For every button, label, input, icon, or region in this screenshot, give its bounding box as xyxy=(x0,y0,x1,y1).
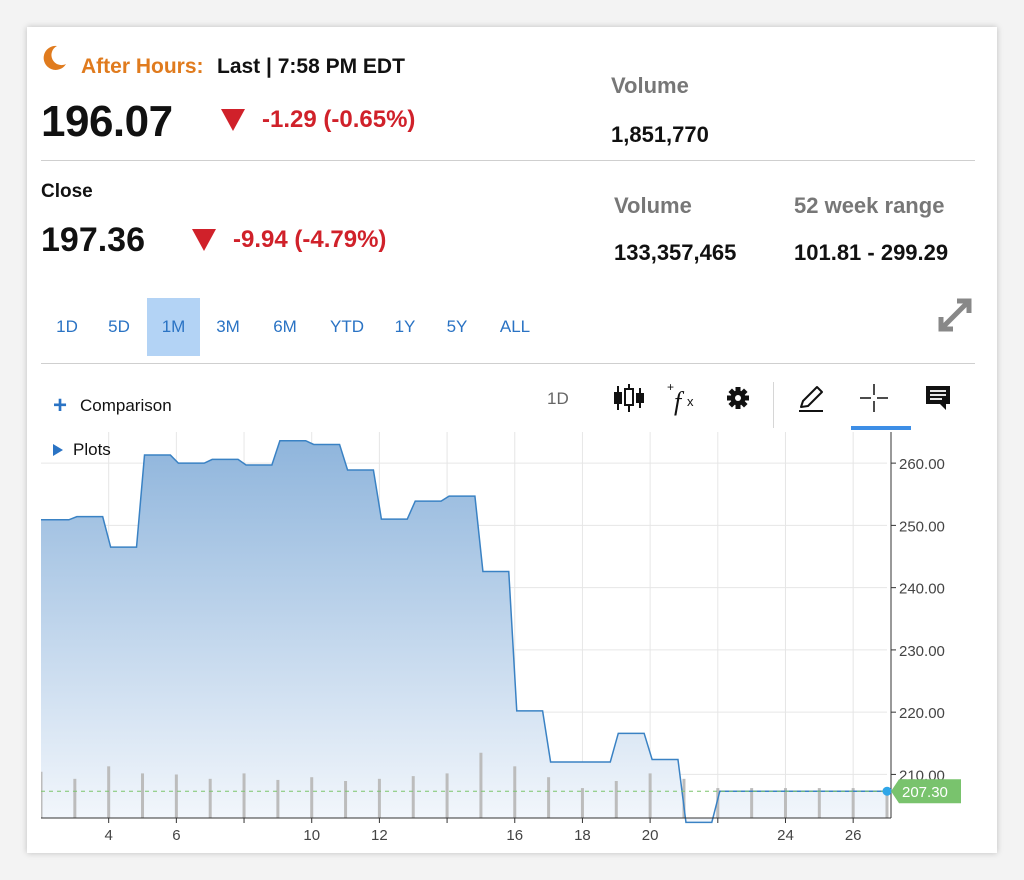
after-hours-label: After Hours: xyxy=(81,55,204,78)
y-tick-label: 260.00 xyxy=(899,456,945,473)
range-1d[interactable]: 1D xyxy=(56,317,78,336)
crosshair-icon[interactable] xyxy=(856,380,892,416)
active-tool-indicator xyxy=(851,426,911,430)
x-tick-label: 12 xyxy=(371,827,388,844)
y-tick-label: 220.00 xyxy=(899,705,945,722)
after-hours-volume-label: Volume xyxy=(611,73,689,98)
toolbar-divider xyxy=(41,363,975,364)
week-range-label: 52 week range xyxy=(794,193,945,218)
x-tick-label: 18 xyxy=(574,827,591,844)
function-icon[interactable]: + f x xyxy=(665,380,701,416)
svg-text:f: f xyxy=(674,387,685,416)
range-1y[interactable]: 1Y xyxy=(394,317,416,336)
close-label: Close xyxy=(41,181,93,202)
section-divider xyxy=(41,160,975,161)
expand-triangle-icon xyxy=(53,444,63,456)
price-line xyxy=(41,439,889,824)
last-price-label: 207.30 xyxy=(902,784,948,801)
comparison-button[interactable]: Comparison xyxy=(80,396,172,415)
last-price-dot xyxy=(882,786,892,796)
x-tick-label: 16 xyxy=(506,827,523,844)
y-tick-label: 240.00 xyxy=(899,581,945,598)
y-tick-label: 250.00 xyxy=(899,518,945,535)
x-tick-label: 10 xyxy=(303,827,320,844)
interval-selector[interactable]: 1D xyxy=(547,389,569,408)
close-price: 197.36 xyxy=(41,221,145,259)
range-all[interactable]: ALL xyxy=(499,317,531,336)
after-hours-time: Last | 7:58 PM EDT xyxy=(217,55,405,78)
pencil-icon[interactable] xyxy=(793,380,829,416)
chart-toolbar: + Comparison 1D + f x xyxy=(27,370,997,430)
moon-icon xyxy=(43,45,66,70)
close-volume-label: Volume xyxy=(614,193,692,218)
range-5y[interactable]: 5Y xyxy=(446,317,468,336)
y-tick-label: 230.00 xyxy=(899,643,945,660)
range-5d[interactable]: 5D xyxy=(108,317,130,336)
after-hours-price: 196.07 xyxy=(41,97,173,146)
toolbar-separator xyxy=(773,382,774,428)
candlestick-icon[interactable] xyxy=(611,380,647,416)
expand-icon[interactable] xyxy=(935,295,975,335)
range-ytd[interactable]: YTD xyxy=(330,317,364,336)
x-tick-label: 26 xyxy=(845,827,862,844)
last-price-tag xyxy=(891,779,961,804)
x-tick-label: 24 xyxy=(777,827,794,844)
x-tick-label: 20 xyxy=(642,827,659,844)
after-hours-volume: 1,851,770 xyxy=(611,122,709,147)
x-tick-label: 4 xyxy=(105,827,113,844)
down-arrow-icon xyxy=(221,109,245,131)
week-range-value: 101.81 - 299.29 xyxy=(794,240,949,265)
range-1m[interactable]: 1M xyxy=(147,298,200,356)
svg-text:x: x xyxy=(687,394,694,409)
close-change: -9.94 (-4.79%) xyxy=(233,226,387,253)
comment-icon[interactable] xyxy=(920,380,956,416)
gear-icon[interactable] xyxy=(720,380,756,416)
down-arrow-icon xyxy=(192,229,216,251)
range-6m[interactable]: 6M xyxy=(273,317,297,336)
add-comparison-icon[interactable]: + xyxy=(53,392,68,419)
plots-toggle[interactable]: Plots xyxy=(53,440,111,460)
plots-label: Plots xyxy=(73,440,111,459)
range-3m[interactable]: 3M xyxy=(216,317,240,336)
quote-card: After Hours: Last | 7:58 PM EDT 196.07 -… xyxy=(27,27,997,853)
x-tick-label: 6 xyxy=(172,827,180,844)
close-volume: 133,357,465 xyxy=(614,240,737,265)
svg-text:+: + xyxy=(667,380,674,394)
after-hours-change: -1.29 (-0.65%) xyxy=(262,106,416,133)
price-area xyxy=(41,440,889,823)
